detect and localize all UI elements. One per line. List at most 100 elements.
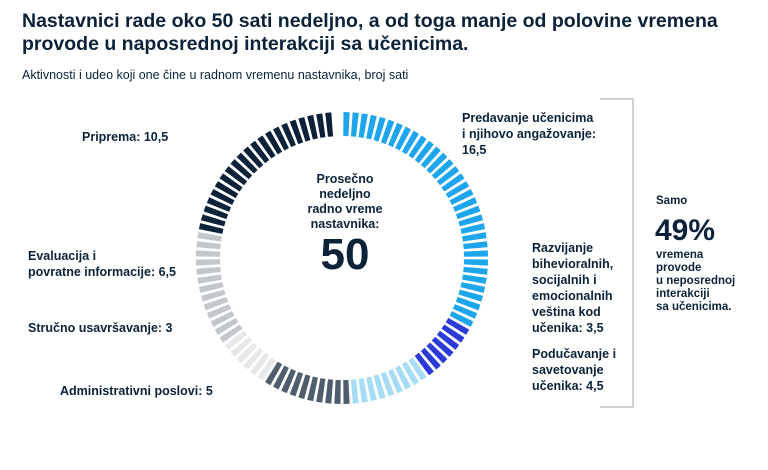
donut-segment-1 (420, 347, 441, 370)
donut-segment-6 (265, 130, 283, 155)
donut-segment-4 (243, 347, 264, 370)
donut-segment-3 (281, 368, 296, 394)
donut-segment-6 (230, 159, 253, 180)
donut-segment-0 (373, 116, 386, 142)
donut-segment-0 (460, 282, 486, 293)
donut-segment-5 (203, 296, 229, 311)
donut-segment-0 (462, 274, 487, 284)
donut-segment-0 (460, 223, 486, 234)
label-administrativni: Administrativni poslovi: 5 (60, 384, 213, 398)
donut-segment-6 (236, 152, 258, 174)
donut-segment-3 (307, 376, 318, 402)
donut-segment-0 (431, 159, 454, 180)
side-note-text: vremena provode u neposrednoj interakcij… (656, 249, 736, 313)
donut-segment-5 (214, 317, 239, 335)
donut-segment-2 (388, 368, 403, 394)
donut-segment-3 (298, 374, 311, 400)
donut-segment-0 (463, 250, 488, 257)
donut-segment-0 (462, 232, 487, 242)
donut-segment-0 (388, 122, 403, 148)
center-total: 50 (320, 230, 370, 279)
donut-segment-6 (307, 114, 318, 140)
donut-segment-1 (431, 336, 454, 357)
donut-segment-0 (401, 130, 419, 155)
donut-segment-4 (230, 336, 253, 357)
donut-segment-3 (316, 378, 326, 403)
label-poducavanje: Podučavanje i savetovanje učenika: 4,5 (532, 347, 617, 393)
donut-segment-3 (325, 379, 334, 404)
label-evaluacija: Evaluacija i povratne informacije: 6,5 (28, 249, 176, 279)
donut-segment-0 (452, 304, 478, 319)
donut-segment-4 (250, 352, 270, 376)
donut-segment-2 (408, 357, 427, 381)
donut-segment-0 (458, 289, 484, 302)
label-predavanje: Predavanje učenicima i njihovo angažovan… (462, 111, 597, 157)
donut-segment-0 (426, 152, 448, 174)
donut-segment-6 (200, 214, 226, 227)
donut-segment-6 (316, 113, 326, 138)
donut-segment-3 (289, 371, 304, 397)
donut-segment-4 (257, 357, 276, 381)
donut-segment-6 (325, 112, 334, 137)
side-note-percent: 49% (655, 214, 716, 247)
donut-segment-5 (200, 289, 226, 302)
donut-segment-5 (210, 311, 235, 327)
donut-segment-0 (414, 140, 434, 164)
donut-segment-0 (449, 189, 474, 205)
donut-segment-3 (273, 365, 289, 390)
donut-segment-1 (426, 342, 448, 364)
donut-segment-6 (203, 205, 229, 220)
donut-segment-6 (273, 126, 289, 151)
label-priprema: Priprema: 10,5 (82, 130, 169, 144)
donut-segment-2 (380, 371, 395, 397)
donut-segment-3 (343, 379, 350, 404)
donut-segment-0 (343, 112, 350, 137)
donut-segment-3 (265, 361, 283, 386)
donut-segment-5 (196, 266, 221, 275)
donut-segment-0 (350, 112, 359, 137)
donut-segment-1 (436, 330, 460, 350)
donut-segment-6 (210, 189, 235, 205)
donut-segment-5 (196, 259, 221, 266)
label-strucno: Stručno usavršavanje: 3 (28, 321, 173, 335)
donut-segment-6 (250, 140, 270, 164)
donut-segment-0 (452, 197, 478, 212)
donut-segment-4 (224, 330, 248, 350)
donut-segment-6 (198, 223, 224, 234)
donut-segment-6 (206, 197, 232, 212)
donut-segment-4 (236, 342, 258, 364)
donut-segment-0 (463, 259, 488, 266)
donut-segment-5 (206, 304, 232, 319)
interaction-bracket (600, 98, 634, 408)
donut-segment-0 (408, 135, 427, 159)
donut-segment-1 (414, 352, 434, 376)
donut-segment-2 (395, 365, 411, 390)
side-note-prefix: Samo (656, 195, 688, 207)
chart-title: Nastavnici rade oko 50 sati nedeljno, a … (22, 10, 718, 55)
donut-segment-0 (455, 205, 481, 220)
donut-segment-6 (298, 116, 311, 142)
donut-segment-6 (289, 119, 304, 145)
donut-segment-0 (445, 181, 470, 199)
donut-segment-6 (219, 173, 243, 192)
donut-segment-6 (257, 135, 276, 159)
donut-segment-0 (458, 214, 484, 227)
donut-segment-6 (214, 181, 239, 199)
donut-segment-1 (445, 317, 470, 335)
donut-segment-0 (380, 119, 395, 145)
donut-segment-5 (196, 241, 221, 250)
donut-segment-0 (463, 266, 488, 275)
donut-segment-0 (395, 126, 411, 151)
label-razvijanje: Razvijanje bihevioralnih, socijalnih i e… (532, 241, 614, 335)
donut-segment-0 (455, 296, 481, 311)
donut-ring (196, 112, 488, 404)
donut-segment-2 (350, 379, 359, 404)
donut-segment-0 (441, 173, 465, 192)
donut-segment-0 (358, 113, 368, 138)
donut-segment-2 (401, 361, 419, 386)
donut-segment-2 (358, 378, 368, 403)
donut-segment-6 (281, 122, 296, 148)
donut-segment-3 (334, 379, 341, 404)
donut-segment-5 (197, 232, 222, 242)
